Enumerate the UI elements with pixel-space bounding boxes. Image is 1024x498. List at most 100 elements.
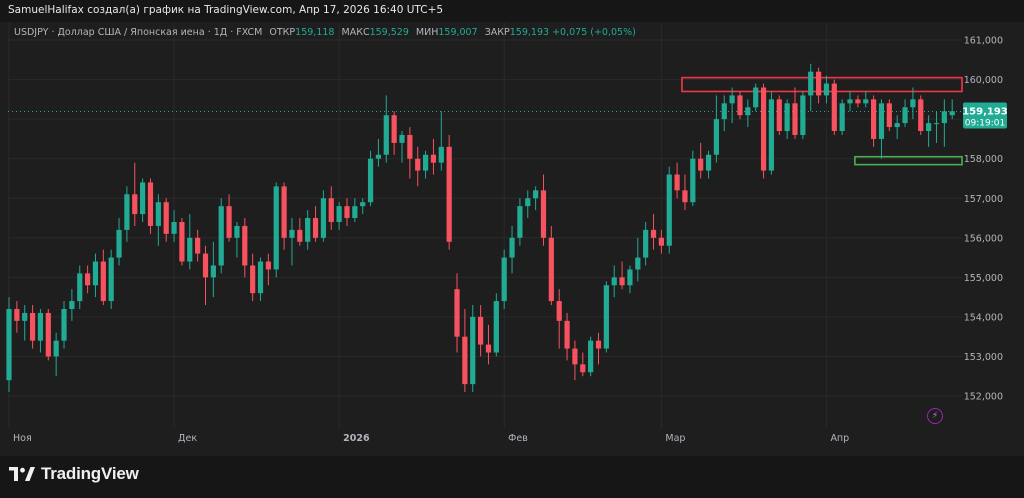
candle-body: [753, 87, 759, 108]
candle-body: [195, 237, 201, 254]
candle-body: [202, 253, 209, 278]
price-badge-value: 159,193: [962, 107, 1008, 118]
candle-body: [360, 202, 366, 207]
candle-body: [745, 107, 751, 116]
price-tick-label: 155,000: [964, 273, 1003, 284]
candle-body: [941, 111, 947, 124]
candle-body: [768, 99, 775, 171]
candle-body: [643, 229, 649, 258]
candle-body: [933, 123, 940, 125]
change-value: +0,075 (+0,05%): [552, 27, 636, 38]
candle-body: [265, 261, 271, 270]
candle-body: [682, 190, 688, 203]
candle-body: [100, 261, 106, 302]
high-label: МАКС: [341, 27, 370, 38]
high-value: 159,529: [369, 27, 409, 38]
candle-body: [493, 301, 499, 353]
candle-body: [297, 229, 303, 242]
candle-body: [650, 229, 657, 238]
candle-body: [407, 134, 413, 159]
candle-body: [470, 316, 476, 385]
candle-body: [910, 99, 916, 108]
open-value: 159,118: [295, 27, 335, 38]
candle-body: [446, 146, 452, 242]
candle-body: [580, 364, 586, 373]
candle-body: [792, 103, 798, 135]
time-tick-label: Фев: [508, 433, 528, 444]
candle-body: [242, 225, 248, 266]
candle-body: [171, 221, 177, 234]
price-tick-label: 156,000: [964, 233, 1003, 244]
candle-body: [533, 190, 539, 199]
candle-body: [226, 206, 232, 238]
time-tick-label: Дек: [178, 433, 197, 444]
candle-body: [815, 71, 822, 96]
candle-body: [92, 261, 99, 286]
candle-body: [69, 301, 75, 309]
candle-body: [430, 154, 437, 163]
candle-body: [116, 229, 122, 258]
candle-body: [163, 202, 169, 234]
candle-body: [831, 83, 837, 132]
price-axis[interactable]: 152,000 153,000 154,000 155,000 156,000 157,0…: [964, 36, 1003, 403]
candle-body: [352, 206, 358, 219]
candle-body: [257, 261, 264, 294]
candle-body: [415, 158, 421, 171]
candle-body: [438, 146, 444, 163]
candle-body: [478, 316, 484, 345]
chart-caption: SamuelHalifax создал(а) график на Tradin…: [8, 4, 444, 16]
candle-body: [588, 340, 594, 373]
candle-body: [658, 237, 664, 246]
price-tick-label: 160,000: [964, 75, 1003, 86]
candle-body: [698, 158, 704, 171]
candle-body: [517, 206, 523, 238]
candle-body: [234, 225, 240, 238]
last-price-badge: 159,193 09:19:01: [962, 102, 1008, 129]
price-tick-label: 152,000: [964, 392, 1003, 403]
candle-body: [690, 158, 696, 203]
candle-body: [635, 257, 641, 270]
candle-body: [179, 221, 185, 262]
candle-body: [674, 174, 680, 191]
candle-body: [855, 99, 861, 104]
candle-body: [847, 99, 853, 104]
price-tick-label: 154,000: [964, 312, 1003, 323]
candle-body: [564, 320, 570, 349]
candle-body: [422, 154, 429, 171]
candle-body: [540, 190, 547, 238]
candle-body: [926, 123, 932, 132]
time-tick-label: 2026: [343, 433, 370, 444]
zone-layer: [681, 76, 963, 166]
time-tick-label: Ноя: [13, 433, 32, 444]
candle-body: [721, 103, 727, 120]
candle-body: [454, 289, 460, 337]
candle-body: [367, 158, 374, 203]
candle-body: [525, 198, 531, 207]
support-zone: [854, 155, 963, 166]
time-tick-label: Мар: [665, 433, 685, 444]
tradingview-brand[interactable]: TradingView: [9, 462, 139, 486]
candle-body: [760, 87, 767, 171]
candle-body: [45, 312, 51, 357]
candle-body: [320, 198, 326, 238]
candle-body: [902, 107, 908, 124]
candle-body: [863, 99, 869, 104]
brand-name: TradingView: [41, 464, 139, 483]
candle-body: [878, 103, 885, 139]
candle-body: [705, 154, 712, 171]
candle-body: [305, 218, 311, 242]
candle-body: [391, 115, 397, 143]
candle-body: [548, 237, 554, 302]
candle-body: [871, 99, 877, 139]
candle-body: [595, 340, 602, 349]
time-axis[interactable]: Ноя Дек 2026 Фев Мар Апр: [13, 433, 849, 444]
candle-body: [85, 273, 91, 286]
candle-body: [776, 99, 782, 132]
price-badge-countdown: 09:19:01: [965, 119, 1005, 129]
candle-body: [187, 237, 193, 262]
symbol-title[interactable]: USDJPY · Доллар США / Японская иена · 1Д…: [14, 27, 263, 38]
candle-body: [124, 194, 130, 230]
lightning-icon[interactable]: ⚡: [927, 408, 943, 424]
candle-body: [784, 103, 790, 132]
